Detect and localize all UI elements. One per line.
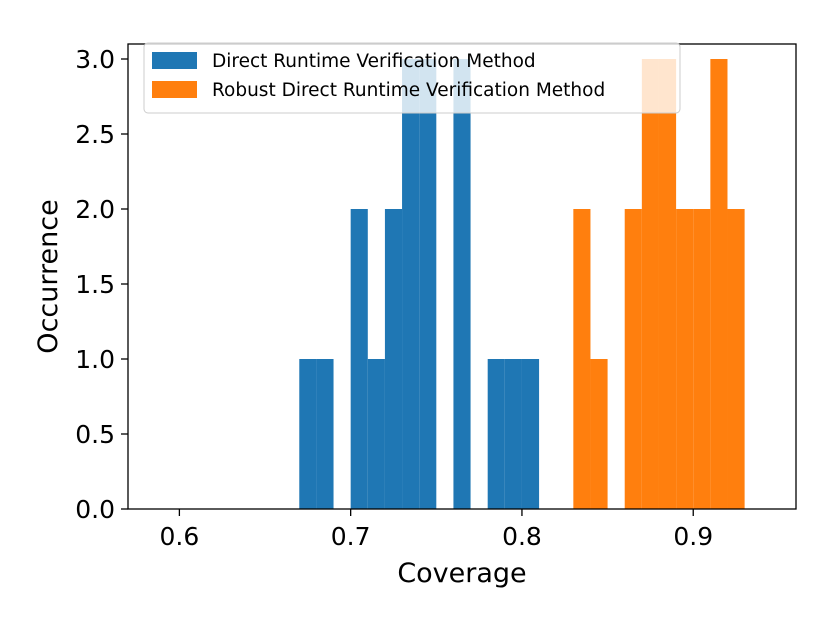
- y-tick-label: 2.5: [75, 120, 115, 149]
- x-tick-label: 0.9: [673, 522, 713, 551]
- bar-direct-0: [299, 359, 317, 509]
- y-axis-ticks: 0.0 0.5 1.0 1.5 2.0 2.5 3.0: [75, 45, 128, 524]
- bar-robust-4: [658, 59, 677, 509]
- bar-robust-1: [590, 359, 608, 509]
- y-tick-label: 2.0: [75, 195, 115, 224]
- bar-direct-7: [453, 59, 471, 509]
- x-axis-label: Coverage: [397, 558, 526, 589]
- y-tick-label: 0.5: [75, 420, 115, 449]
- bar-direct-2: [350, 209, 368, 509]
- y-tick-label: 1.5: [75, 270, 115, 299]
- y-axis-label: Occurrence: [33, 199, 64, 353]
- bar-direct-6: [419, 59, 437, 509]
- legend-swatch-direct: [152, 52, 197, 69]
- y-tick-label: 3.0: [75, 45, 115, 74]
- legend-label-robust: Robust Direct Runtime Verification Metho…: [212, 80, 605, 101]
- bar-direct-9: [504, 359, 522, 509]
- y-tick-label: 0.0: [75, 495, 115, 524]
- bar-robust-5: [676, 209, 694, 509]
- bar-direct-1: [316, 359, 334, 509]
- x-axis-ticks: 0.6 0.7 0.8 0.9: [160, 509, 713, 551]
- bar-robust-3: [641, 59, 659, 509]
- x-tick-label: 0.6: [160, 522, 200, 551]
- bar-direct-5: [402, 59, 420, 509]
- bar-robust-7: [710, 59, 728, 509]
- bar-direct-4: [384, 209, 403, 509]
- bar-robust-2: [624, 209, 642, 509]
- y-tick-label: 1.0: [75, 345, 115, 374]
- bars-layer: [299, 59, 745, 509]
- legend-label-direct: Direct Runtime Verification Method: [212, 51, 536, 72]
- bar-direct-3: [367, 359, 385, 509]
- x-tick-label: 0.7: [331, 522, 371, 551]
- x-tick-label: 0.8: [502, 522, 542, 551]
- bar-robust-0: [573, 209, 591, 509]
- legend-swatch-robust: [152, 81, 197, 98]
- legend: Direct Runtime Verification Method Robus…: [143, 42, 681, 114]
- bar-direct-10: [521, 359, 540, 509]
- bar-robust-8: [727, 209, 745, 509]
- bar-robust-6: [693, 209, 711, 509]
- legend-box: [143, 42, 681, 114]
- bar-direct-8: [487, 359, 505, 509]
